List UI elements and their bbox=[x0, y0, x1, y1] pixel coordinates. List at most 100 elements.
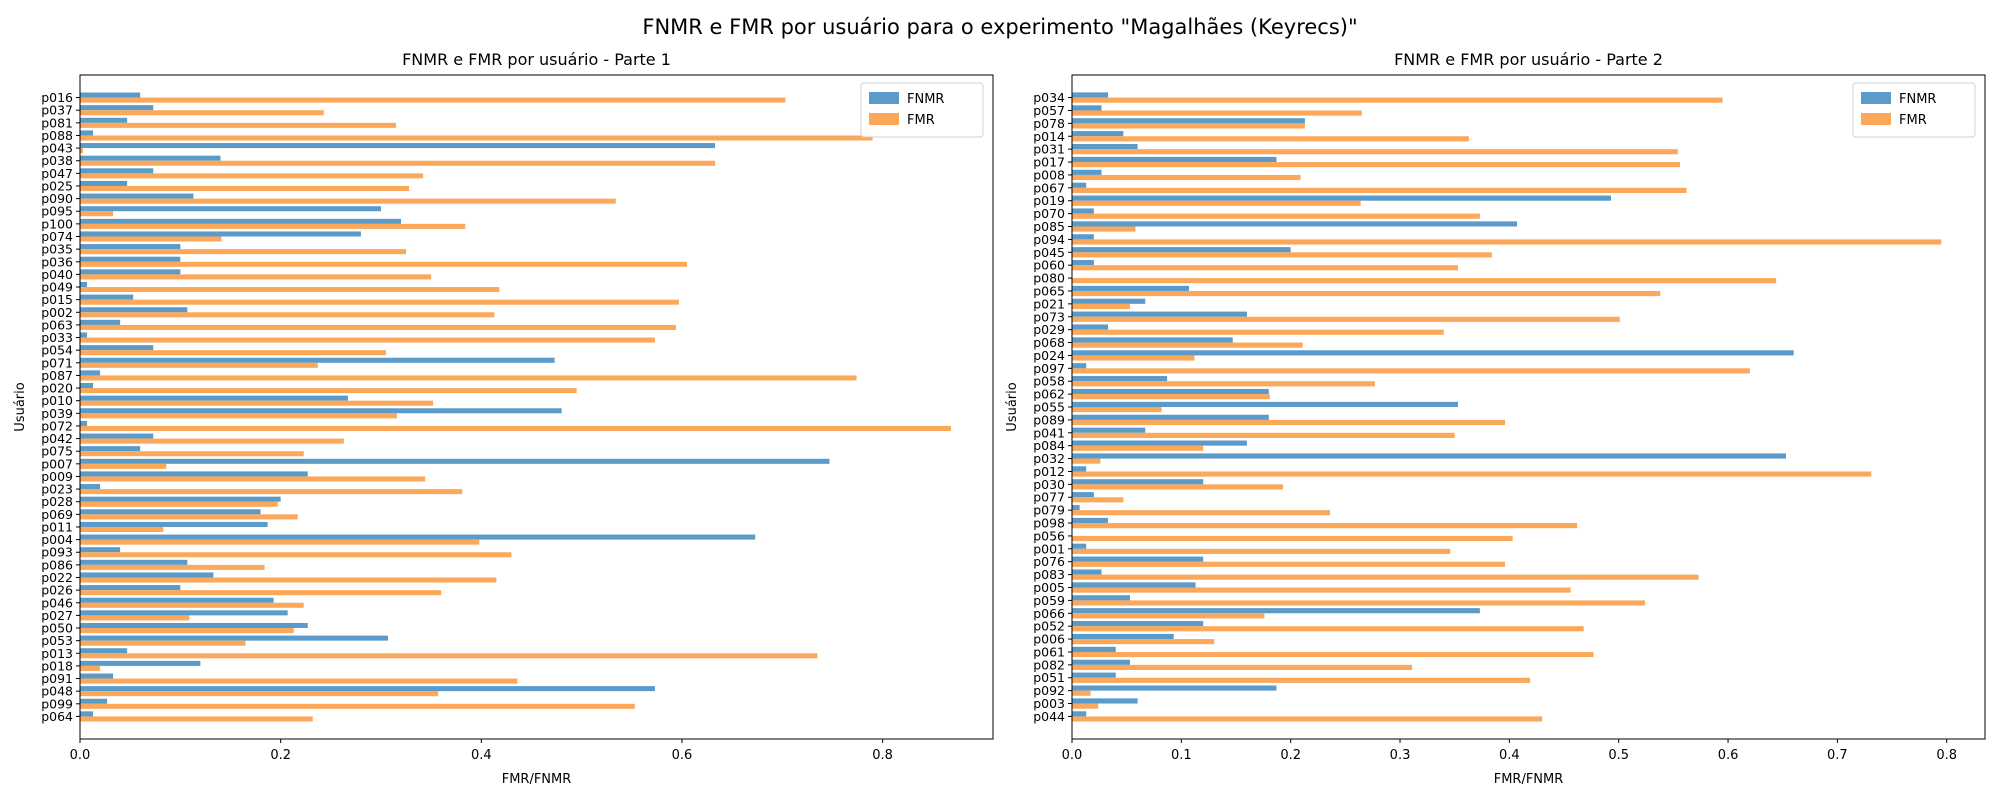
bar-fnmr-p079 bbox=[1072, 504, 1080, 511]
y-tick-label-p004: p004 bbox=[41, 532, 73, 547]
bar-fmr-p077 bbox=[1072, 497, 1124, 503]
y-tick-label-p099: p099 bbox=[41, 696, 73, 711]
y-tick-label-p098: p098 bbox=[1033, 516, 1065, 531]
x-tick-label: 0.2 bbox=[270, 748, 291, 763]
bar-fnmr-p042 bbox=[80, 433, 154, 439]
y-tick-label-p064: p064 bbox=[41, 709, 73, 724]
bar-fnmr-p057 bbox=[1072, 105, 1102, 111]
y-tick-label-p036: p036 bbox=[41, 254, 73, 269]
bar-fnmr-p004 bbox=[80, 534, 756, 540]
y-tick-label-p068: p068 bbox=[1033, 335, 1065, 350]
bar-fnmr-p053 bbox=[80, 635, 389, 641]
y-tick-label-p029: p029 bbox=[1033, 322, 1065, 337]
bar-fmr-p026 bbox=[80, 590, 442, 596]
bar-fmr-p059 bbox=[1072, 600, 1645, 606]
bar-fnmr-p073 bbox=[1072, 311, 1247, 317]
y-tick-label-p085: p085 bbox=[1033, 219, 1065, 234]
bar-fmr-p064 bbox=[80, 716, 313, 722]
bar-fnmr-p026 bbox=[80, 585, 181, 591]
bar-fmr-p071 bbox=[80, 362, 318, 368]
bar-fmr-p008 bbox=[1072, 174, 1301, 181]
bar-fnmr-p014 bbox=[1072, 131, 1124, 137]
bar-fnmr-p086 bbox=[80, 559, 188, 565]
bar-fmr-p036 bbox=[80, 261, 687, 267]
bar-fmr-p067 bbox=[1072, 187, 1687, 193]
y-tick-label-p002: p002 bbox=[41, 305, 73, 320]
y-tick-label-p015: p015 bbox=[41, 292, 73, 307]
y-tick-label-p019: p019 bbox=[1033, 193, 1065, 208]
y-tick-label-p077: p077 bbox=[1033, 490, 1065, 505]
y-tick-label-p083: p083 bbox=[1033, 567, 1065, 582]
y-tick-label-p063: p063 bbox=[41, 317, 73, 332]
y-tick-label-p035: p035 bbox=[41, 242, 73, 257]
y-tick-label-p080: p080 bbox=[1033, 271, 1065, 286]
y-tick-label-p075: p075 bbox=[41, 444, 73, 459]
bar-fnmr-p050 bbox=[80, 622, 308, 629]
y-tick-label-p050: p050 bbox=[41, 621, 73, 636]
bar-fnmr-p033 bbox=[80, 332, 88, 338]
bar-fmr-p092 bbox=[1072, 690, 1091, 696]
bar-fnmr-p006 bbox=[1072, 633, 1174, 640]
x-tick-label: 0.8 bbox=[1936, 748, 1957, 763]
bar-fmr-p003 bbox=[1072, 703, 1099, 709]
bar-fnmr-p088 bbox=[80, 130, 94, 136]
y-tick-label-p020: p020 bbox=[41, 381, 73, 396]
y-tick-label-p095: p095 bbox=[41, 204, 73, 219]
bar-fmr-p027 bbox=[80, 615, 190, 621]
y-tick-label-p078: p078 bbox=[1033, 116, 1065, 131]
bar-fmr-p005 bbox=[1072, 587, 1571, 593]
bar-fmr-p049 bbox=[80, 287, 500, 293]
bar-fmr-p084 bbox=[1072, 445, 1204, 451]
bar-fmr-p002 bbox=[80, 312, 495, 318]
bar-fnmr-p070 bbox=[1072, 208, 1094, 214]
bar-fmr-p011 bbox=[80, 526, 164, 533]
bar-fmr-p070 bbox=[1072, 213, 1480, 219]
bar-fmr-p090 bbox=[80, 198, 616, 204]
bar-fmr-p035 bbox=[80, 249, 407, 255]
bar-fnmr-p062 bbox=[1072, 388, 1269, 395]
bar-fmr-p056 bbox=[1072, 535, 1513, 542]
bar-fnmr-p020 bbox=[80, 383, 94, 389]
y-tick-label-p043: p043 bbox=[41, 141, 73, 156]
bar-fnmr-p078 bbox=[1072, 118, 1305, 124]
chart-part-2: FNMR e FMR por usuário - Parte 2 p034p057… bbox=[1005, 50, 1986, 787]
bar-fmr-p097 bbox=[1072, 368, 1750, 374]
bar-fmr-p032 bbox=[1072, 458, 1101, 464]
bar-fmr-p087 bbox=[80, 375, 857, 381]
y-tick-label-p092: p092 bbox=[1033, 683, 1065, 698]
bar-fnmr-p059 bbox=[1072, 595, 1130, 601]
y-tick-label-p093: p093 bbox=[41, 545, 73, 560]
y-tick-label-p088: p088 bbox=[41, 128, 73, 143]
bar-fmr-p095 bbox=[80, 211, 114, 217]
bar-fmr-p065 bbox=[1072, 290, 1661, 297]
bar-fmr-p001 bbox=[1072, 548, 1451, 554]
bar-fnmr-p022 bbox=[80, 572, 214, 578]
legend-swatch-fnmr bbox=[869, 92, 899, 104]
y-tick-label-p071: p071 bbox=[41, 355, 73, 370]
bar-fnmr-p091 bbox=[80, 673, 114, 679]
bar-fmr-p089 bbox=[1072, 419, 1505, 426]
bar-fnmr-p051 bbox=[1072, 672, 1116, 678]
y-tick-label-p034: p034 bbox=[1033, 90, 1065, 105]
bar-fnmr-p060 bbox=[1072, 260, 1094, 266]
bar-fmr-p015 bbox=[80, 299, 679, 305]
bar-fnmr-p076 bbox=[1072, 556, 1204, 562]
x-tick-label: 0.1 bbox=[1171, 748, 1192, 763]
bar-fmr-p050 bbox=[80, 628, 294, 634]
y-tick-label-p039: p039 bbox=[41, 406, 73, 421]
bar-fnmr-p031 bbox=[1072, 143, 1138, 150]
bar-fmr-p022 bbox=[80, 577, 497, 583]
bar-fnmr-p077 bbox=[1072, 492, 1094, 498]
bar-fmr-p094 bbox=[1072, 239, 1942, 245]
bar-fnmr-p015 bbox=[80, 294, 134, 300]
legend: FNMR FMR bbox=[1852, 82, 1976, 138]
bar-fmr-p076 bbox=[1072, 561, 1505, 567]
bar-fnmr-p017 bbox=[1072, 156, 1277, 163]
x-tick-label: 0.2 bbox=[1280, 748, 1301, 763]
y-tick-label-p072: p072 bbox=[41, 418, 73, 433]
bar-fnmr-p009 bbox=[80, 471, 308, 477]
bar-fmr-p079 bbox=[1072, 510, 1331, 516]
bar-fnmr-p054 bbox=[80, 345, 154, 351]
bar-fmr-p020 bbox=[80, 388, 577, 394]
bar-fnmr-p075 bbox=[80, 446, 141, 452]
